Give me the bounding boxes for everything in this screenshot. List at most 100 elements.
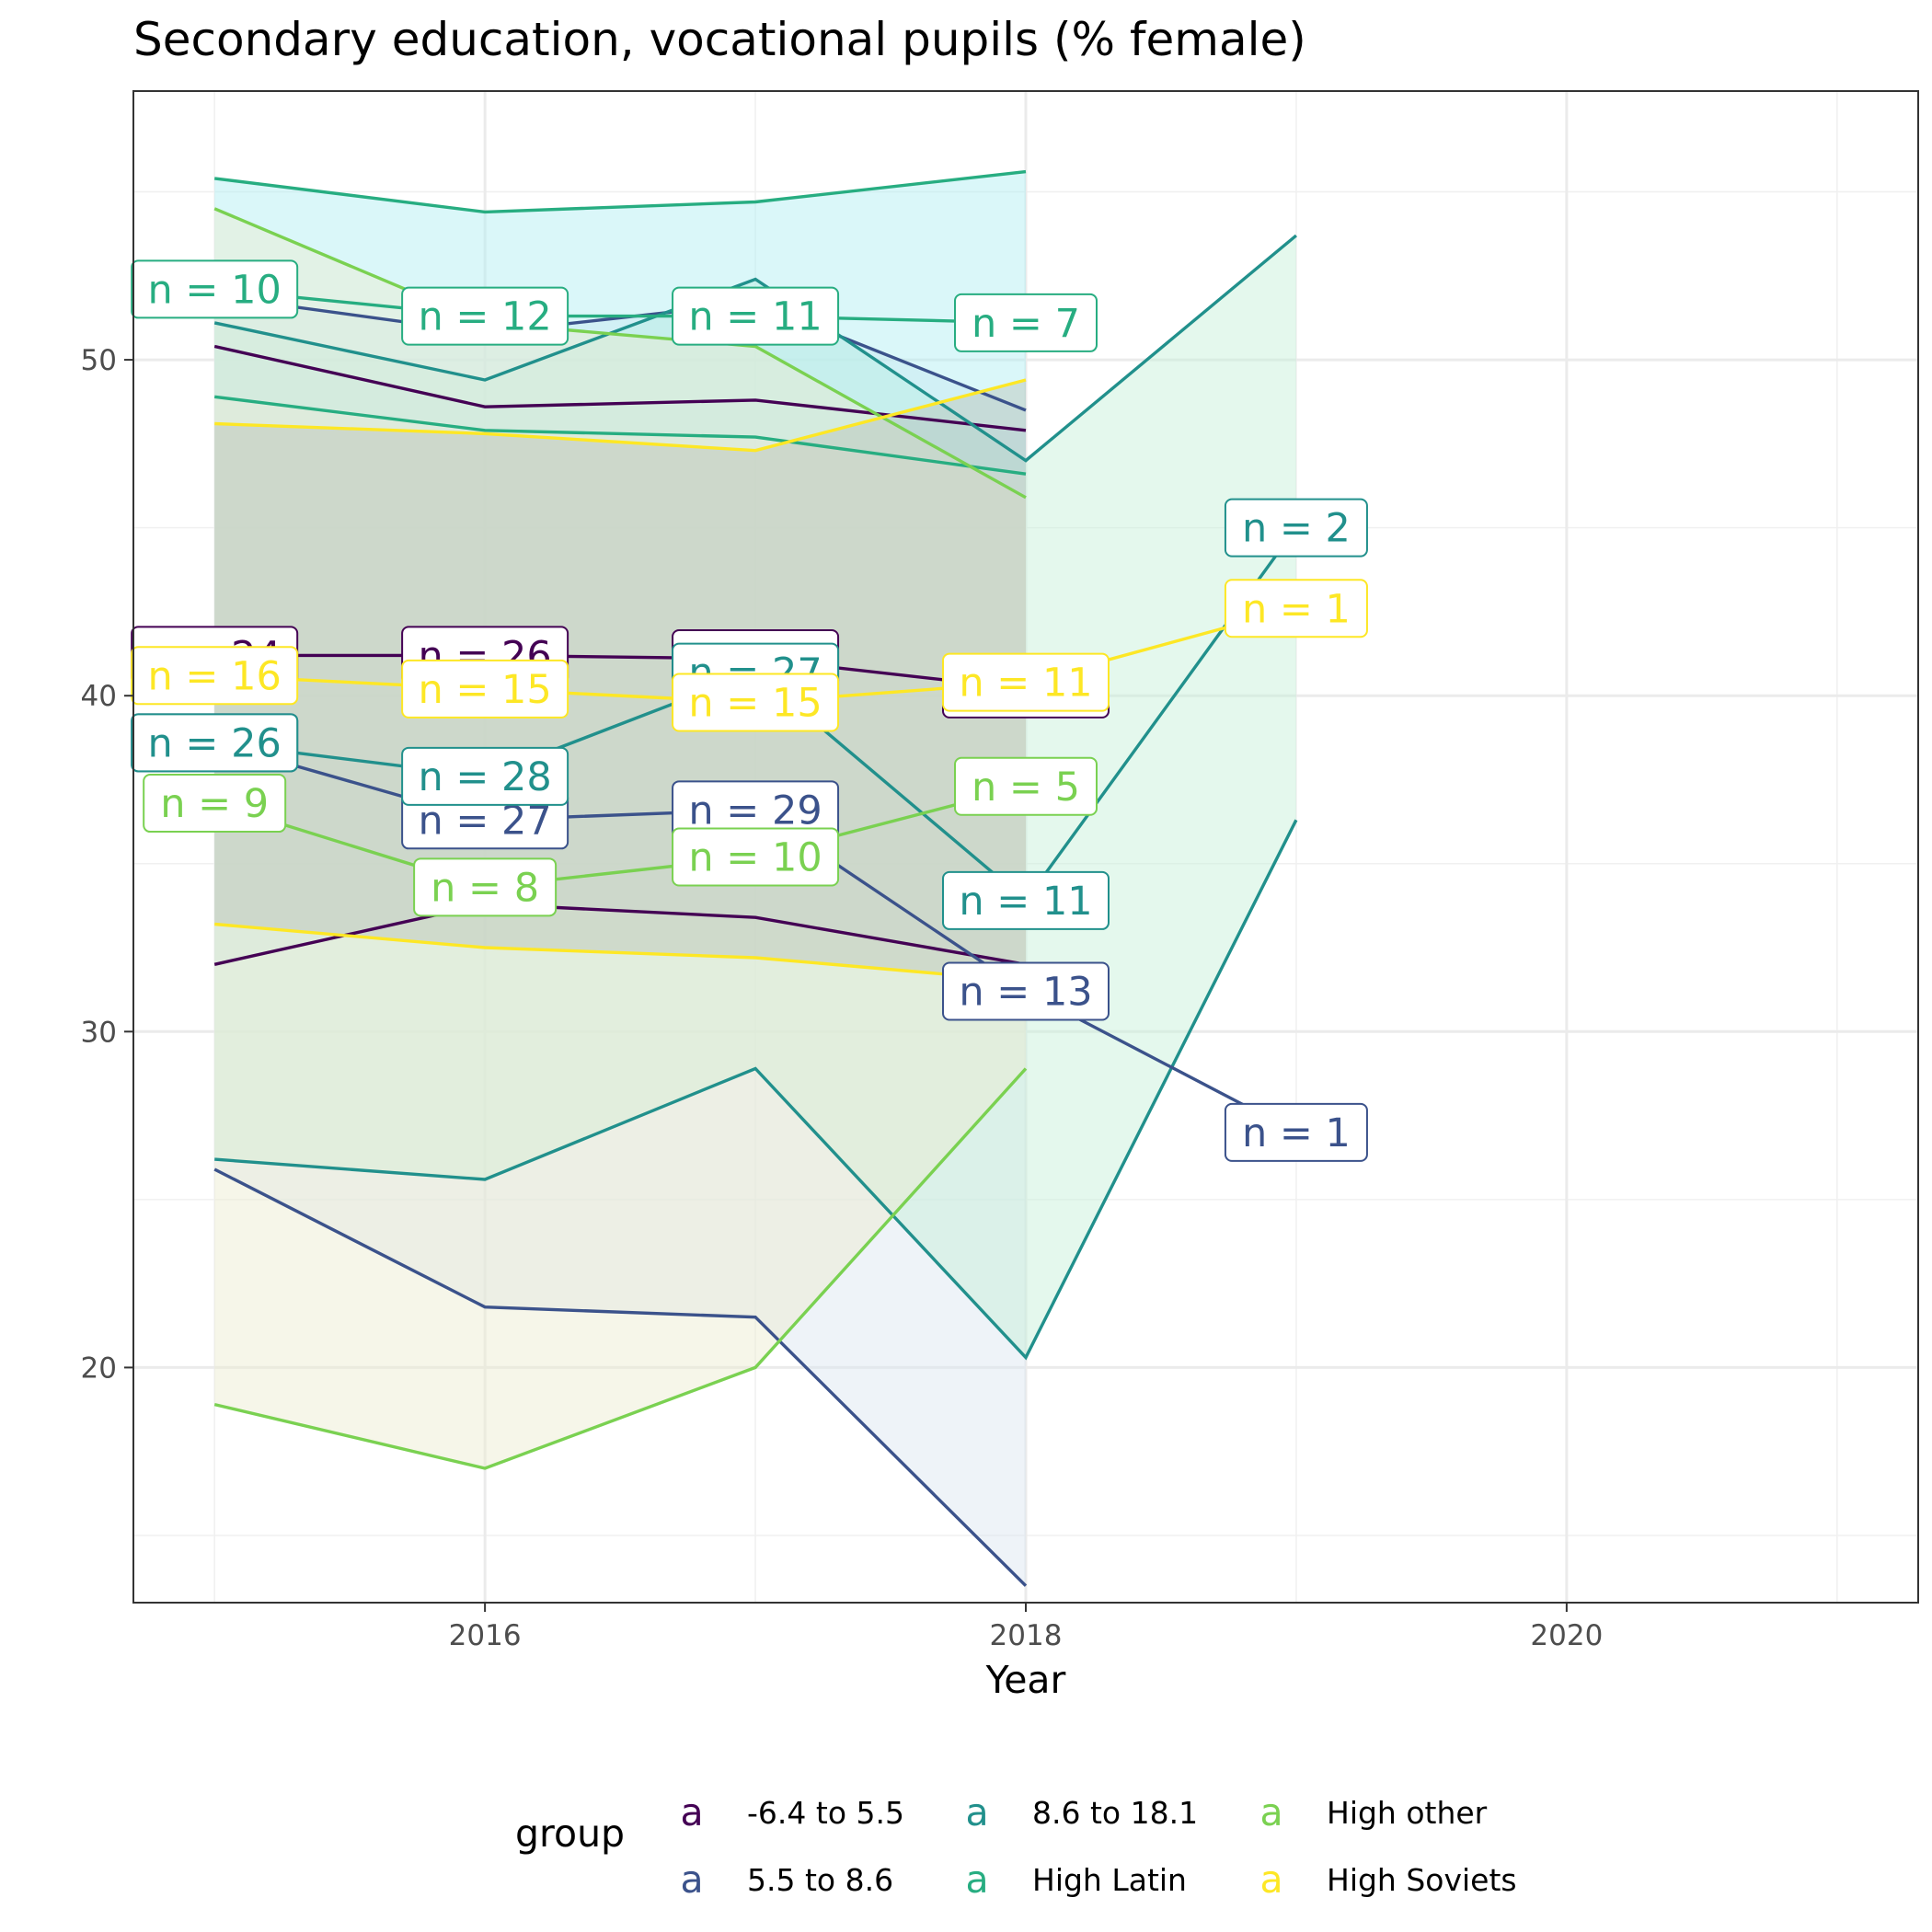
bound-lines <box>213 169 1298 1587</box>
count-label: n = 11 <box>942 652 1110 712</box>
y-tick-label: 50 <box>81 344 117 377</box>
count-label-text: n = 15 <box>688 681 822 727</box>
count-label: n = 26 <box>131 713 299 773</box>
legend-title: group <box>515 1811 625 1856</box>
lower-line-1 <box>213 1167 1028 1587</box>
legend-key: a <box>965 1857 988 1902</box>
upper-line-4 <box>213 207 1027 500</box>
count-label-box <box>401 286 569 346</box>
lower-line-0 <box>213 902 1027 966</box>
upper-line-5 <box>214 378 1027 453</box>
legend-label: -6.4 to 5.5 <box>747 1795 904 1831</box>
upper-line-3 <box>213 169 1027 214</box>
legend-key: a <box>680 1857 703 1902</box>
count-label: n = 10 <box>672 827 840 887</box>
count-label-text: n = 16 <box>148 653 282 699</box>
legend: group a -6.4 to 5.5 a 5.5 to 8.6 a 8.6 to 18.… <box>515 1790 1517 1902</box>
count-label-text: n = 29 <box>688 788 822 834</box>
count-label-box <box>401 659 569 719</box>
x-tick-label: 2018 <box>990 1619 1063 1652</box>
count-label-box <box>942 961 1110 1021</box>
count-label-box <box>942 652 1110 712</box>
legend-label: 5.5 to 8.6 <box>747 1862 893 1898</box>
x-axis-ticks: 2016 2018 2020 <box>449 1603 1603 1652</box>
count-label: n = 2 <box>1224 498 1368 558</box>
count-label-text: n = 13 <box>959 969 1092 1015</box>
y-tick-label: 40 <box>81 680 117 713</box>
count-label-box <box>942 870 1110 930</box>
count-label: n = 9 <box>143 774 287 834</box>
count-label-text: n = 10 <box>688 834 822 880</box>
x-axis-title: Year <box>985 1658 1066 1702</box>
count-labels: n = 24n = 26n = 26n = 12n = 28n = 27n = … <box>131 259 1368 1162</box>
count-label-box <box>1224 579 1368 638</box>
count-label-text: n = 11 <box>959 879 1092 925</box>
legend-label: High Latin <box>1032 1862 1187 1898</box>
count-label-text: n = 8 <box>431 865 539 911</box>
count-label-box <box>1224 1102 1368 1162</box>
legend-key: a <box>1259 1790 1282 1834</box>
count-label-box <box>672 286 840 346</box>
count-label-text: n = 7 <box>972 301 1080 347</box>
count-label-box <box>131 646 299 706</box>
lower-line-5 <box>214 922 1027 983</box>
count-label-text: n = 9 <box>160 781 269 827</box>
mean-line-3 <box>214 287 1027 325</box>
mean-line-0 <box>214 653 1027 691</box>
chart-title: Secondary education, vocational pupils (… <box>133 13 1306 66</box>
count-label-text: n = 15 <box>418 667 551 713</box>
legend-label: 8.6 to 18.1 <box>1032 1795 1198 1831</box>
ribbon-3 <box>214 171 1026 475</box>
y-tick-label: 30 <box>81 1016 117 1049</box>
count-label-text: n = 11 <box>959 661 1092 707</box>
count-label-text: n = 2 <box>1242 506 1351 552</box>
count-label-box <box>143 774 287 834</box>
count-label-text: n = 26 <box>148 720 282 766</box>
count-label-box <box>413 857 558 917</box>
count-label: n = 7 <box>954 293 1098 352</box>
count-label-text: n = 5 <box>972 765 1080 811</box>
count-label-box <box>672 673 840 732</box>
count-label: n = 1 <box>1224 1102 1368 1162</box>
legend-label: High Soviets <box>1327 1862 1517 1898</box>
count-label: n = 1 <box>1224 579 1368 638</box>
count-label-text: n = 1 <box>1242 586 1351 632</box>
count-label: n = 13 <box>942 961 1110 1021</box>
count-label-box <box>131 713 299 773</box>
lower-line-4 <box>213 1067 1028 1470</box>
count-label-box <box>954 293 1098 352</box>
count-label-box <box>401 746 569 806</box>
legend-key: a <box>1259 1857 1282 1902</box>
count-label-text: n = 1 <box>1242 1110 1351 1156</box>
count-label-box <box>672 827 840 887</box>
count-label-text: n = 11 <box>688 294 822 340</box>
ribbon-1 <box>214 295 1026 1586</box>
count-label-box <box>954 756 1098 816</box>
lower-line-2 <box>214 819 1298 1361</box>
count-label: n = 12 <box>401 286 569 346</box>
legend-key: a <box>965 1790 988 1834</box>
count-label-text: n = 28 <box>418 754 551 800</box>
ribbon-4 <box>214 208 1026 1468</box>
legend-key: a <box>680 1790 703 1834</box>
count-label: n = 8 <box>413 857 558 917</box>
count-label: n = 10 <box>131 259 299 319</box>
count-label-box <box>1224 498 1368 558</box>
count-label-text: n = 10 <box>148 267 282 313</box>
count-label: n = 11 <box>942 870 1110 930</box>
count-label: n = 29 <box>672 780 840 840</box>
count-label: n = 5 <box>954 756 1098 816</box>
legend-label: High other <box>1327 1795 1488 1831</box>
count-label: n = 15 <box>401 659 569 719</box>
upper-line-1 <box>213 294 1027 412</box>
count-label-box <box>131 259 299 319</box>
y-axis-ticks: 20 30 40 50 <box>81 344 133 1385</box>
y-tick-label: 20 <box>81 1351 117 1385</box>
count-label-text: n = 12 <box>418 294 551 340</box>
count-label: n = 11 <box>672 286 840 346</box>
mean-line-4 <box>213 785 1027 890</box>
count-label: n = 28 <box>401 746 569 806</box>
count-label: n = 15 <box>672 673 840 732</box>
lower-line-3 <box>213 395 1027 476</box>
